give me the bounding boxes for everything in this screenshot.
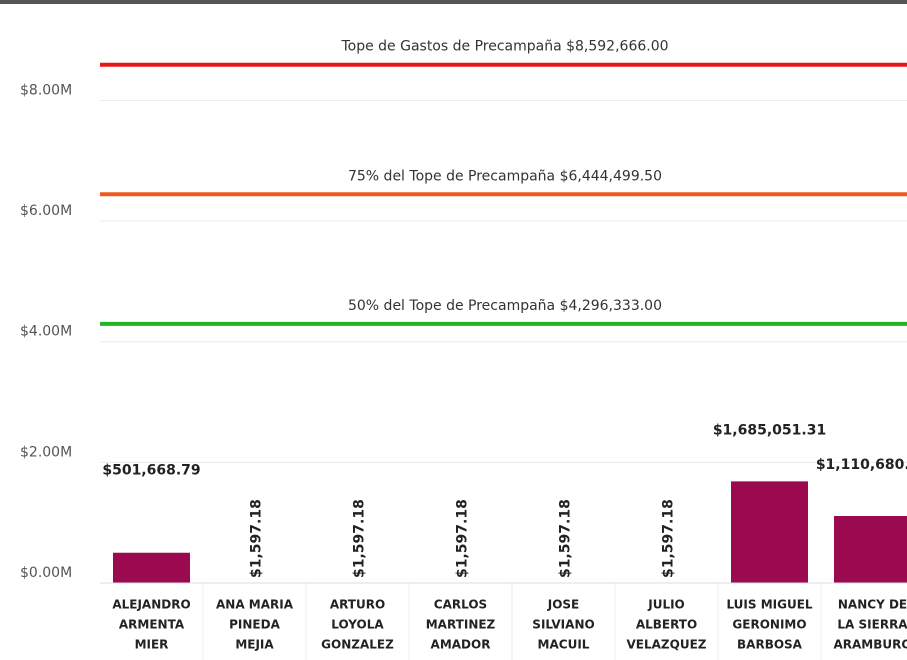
bar [834, 516, 907, 583]
value-label: $1,597.18 [249, 499, 265, 578]
y-tick-label: $8.00M [20, 82, 72, 98]
x-tick-label: ARMENTA [119, 618, 185, 632]
x-tick-label: ALEJANDRO [112, 598, 190, 612]
x-tick-label: ANA MARIA [216, 598, 294, 612]
x-tick-label: JULIO [647, 598, 685, 612]
x-tick-label: ARTURO [330, 598, 385, 612]
y-tick-label: $2.00M [20, 444, 72, 460]
x-tick-label: ALBERTO [636, 618, 697, 632]
top-bar [0, 0, 907, 4]
x-tick-label: GONZALEZ [321, 638, 394, 652]
y-tick-label: $0.00M [20, 565, 72, 581]
x-tick-label: MARTINEZ [426, 618, 496, 632]
value-label: $1,597.18 [352, 499, 368, 578]
x-tick-label: CARLOS [434, 598, 487, 612]
x-tick-label: PINEDA [229, 618, 280, 632]
bar [113, 552, 190, 583]
x-tick-label: LOYOLA [331, 618, 384, 632]
x-tick-label: BARBOSA [737, 638, 803, 652]
value-label: $1,110,680.10 [816, 457, 907, 473]
x-tick-label: AMADOR [431, 638, 491, 652]
x-tick-label: MIER [135, 638, 169, 652]
value-label: $1,597.18 [455, 499, 471, 578]
x-tick-label: JOSE [547, 598, 580, 612]
x-tick-label: GERONIMO [732, 618, 806, 632]
bar [731, 481, 808, 583]
value-label: $1,597.18 [558, 499, 574, 578]
x-tick-label: MACUIL [538, 638, 590, 652]
value-label: $1,685,051.31 [713, 422, 826, 438]
x-tick-label: NANCY DE [838, 598, 907, 612]
reference-label: 50% del Tope de Precampaña $4,296,333.00 [348, 298, 662, 314]
x-tick-label: LA SIERRA [837, 618, 907, 632]
y-tick-label: $6.00M [20, 203, 72, 219]
x-tick-label: LUIS MIGUEL [726, 598, 812, 612]
x-tick-label: ARAMBURO [833, 638, 907, 652]
reference-label: Tope de Gastos de Precampaña $8,592,666.… [340, 39, 668, 55]
x-tick-label: SILVIANO [532, 618, 594, 632]
x-tick-label: MEJIA [235, 638, 274, 652]
y-tick-label: $4.00M [20, 324, 72, 340]
value-label: $501,668.79 [102, 463, 200, 479]
value-label: $1,597.18 [661, 499, 677, 578]
reference-label: 75% del Tope de Precampaña $6,444,499.50 [348, 168, 662, 184]
x-tick-label: VELAZQUEZ [627, 638, 707, 652]
